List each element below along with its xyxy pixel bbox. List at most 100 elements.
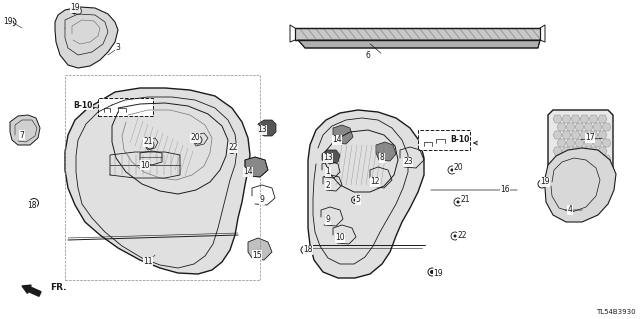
Polygon shape	[553, 115, 562, 123]
Polygon shape	[589, 179, 598, 187]
Text: 9: 9	[326, 216, 330, 225]
Polygon shape	[593, 139, 602, 147]
Polygon shape	[557, 155, 566, 163]
Polygon shape	[553, 147, 562, 155]
Text: 16: 16	[500, 186, 510, 195]
Circle shape	[451, 168, 454, 172]
Text: 10: 10	[140, 160, 150, 169]
Polygon shape	[580, 179, 589, 187]
Bar	[418, 130, 470, 150]
Polygon shape	[593, 155, 602, 163]
Polygon shape	[580, 115, 589, 123]
Polygon shape	[333, 125, 353, 144]
Text: 22: 22	[228, 144, 237, 152]
Polygon shape	[557, 139, 566, 147]
Text: 6: 6	[365, 50, 371, 60]
Polygon shape	[10, 115, 40, 145]
Text: 8: 8	[380, 153, 385, 162]
Polygon shape	[598, 147, 607, 155]
Text: 5: 5	[356, 196, 360, 204]
Polygon shape	[580, 147, 589, 155]
Polygon shape	[589, 147, 598, 155]
Text: 9: 9	[260, 196, 264, 204]
Polygon shape	[553, 163, 562, 171]
Polygon shape	[548, 110, 613, 190]
Text: 1: 1	[326, 167, 330, 176]
Text: 19: 19	[540, 177, 550, 187]
Polygon shape	[580, 131, 589, 139]
Circle shape	[10, 20, 14, 24]
Text: 21: 21	[143, 137, 153, 146]
Polygon shape	[593, 123, 602, 131]
Polygon shape	[575, 171, 584, 179]
Circle shape	[540, 182, 544, 186]
Text: 18: 18	[28, 201, 36, 210]
Polygon shape	[598, 163, 607, 171]
Text: 20: 20	[453, 164, 463, 173]
Polygon shape	[562, 115, 571, 123]
Circle shape	[76, 9, 80, 13]
Text: 22: 22	[457, 231, 467, 240]
Polygon shape	[553, 179, 562, 187]
Circle shape	[303, 248, 307, 252]
Polygon shape	[598, 131, 607, 139]
Text: TL54B3930: TL54B3930	[596, 309, 636, 315]
Polygon shape	[557, 123, 566, 131]
Text: 17: 17	[585, 133, 595, 143]
Circle shape	[32, 201, 36, 205]
Text: 2: 2	[326, 181, 330, 189]
Polygon shape	[298, 40, 540, 48]
Polygon shape	[580, 163, 589, 171]
Text: 20: 20	[190, 133, 200, 143]
Text: 14: 14	[243, 167, 253, 176]
Circle shape	[148, 144, 152, 146]
Text: 23: 23	[403, 158, 413, 167]
Text: 19: 19	[3, 18, 13, 26]
Polygon shape	[602, 155, 611, 163]
Polygon shape	[571, 163, 580, 171]
Text: 10: 10	[335, 234, 345, 242]
Polygon shape	[566, 139, 575, 147]
Polygon shape	[584, 139, 593, 147]
Bar	[98, 98, 153, 116]
Text: B-10: B-10	[451, 136, 470, 145]
Text: 4: 4	[568, 205, 572, 214]
Circle shape	[454, 234, 456, 238]
Polygon shape	[245, 157, 268, 177]
Polygon shape	[584, 155, 593, 163]
Text: 15: 15	[252, 250, 262, 259]
Text: 12: 12	[371, 177, 380, 187]
Polygon shape	[308, 110, 424, 278]
Polygon shape	[571, 147, 580, 155]
Text: 13: 13	[323, 153, 333, 162]
Polygon shape	[575, 123, 584, 131]
Polygon shape	[571, 131, 580, 139]
Polygon shape	[575, 139, 584, 147]
Polygon shape	[589, 163, 598, 171]
Polygon shape	[562, 147, 571, 155]
Polygon shape	[602, 139, 611, 147]
Polygon shape	[571, 115, 580, 123]
Polygon shape	[562, 163, 571, 171]
Polygon shape	[575, 155, 584, 163]
Text: 3: 3	[116, 43, 120, 53]
Text: B-10: B-10	[74, 100, 93, 109]
Polygon shape	[55, 7, 118, 68]
Circle shape	[430, 270, 434, 274]
Text: FR.: FR.	[50, 284, 67, 293]
Polygon shape	[65, 88, 250, 274]
Polygon shape	[593, 171, 602, 179]
Polygon shape	[571, 179, 580, 187]
Circle shape	[196, 138, 200, 142]
Polygon shape	[553, 131, 562, 139]
Circle shape	[456, 201, 460, 204]
Text: 14: 14	[332, 136, 342, 145]
Text: 11: 11	[143, 257, 153, 266]
Bar	[65, 75, 260, 280]
Polygon shape	[566, 155, 575, 163]
Polygon shape	[376, 142, 396, 161]
Polygon shape	[589, 115, 598, 123]
Text: 19: 19	[433, 269, 443, 278]
Polygon shape	[562, 179, 571, 187]
Polygon shape	[598, 179, 607, 187]
